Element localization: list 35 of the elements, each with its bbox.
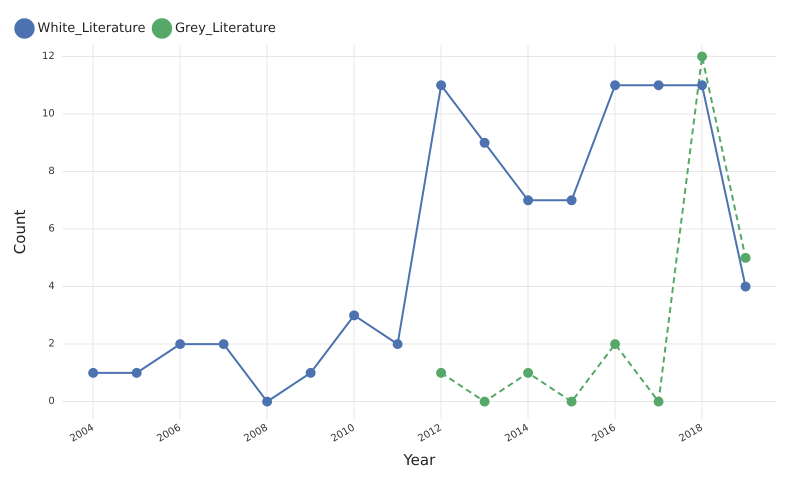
point — [436, 368, 446, 378]
legend-label: Grey_Literature — [174, 20, 276, 36]
point — [610, 339, 620, 350]
point — [132, 368, 142, 378]
y-axis-title: Count — [10, 210, 29, 254]
point — [306, 368, 316, 378]
y-tick-label: 10 — [42, 108, 55, 120]
y-tick-label: 0 — [48, 396, 55, 408]
point — [523, 195, 534, 206]
point — [654, 80, 664, 90]
y-tick-label: 2 — [48, 338, 55, 350]
point — [175, 339, 186, 350]
point — [349, 310, 360, 320]
point — [654, 396, 664, 407]
point — [262, 396, 272, 407]
y-tick-label: 8 — [48, 166, 55, 178]
point — [566, 195, 577, 206]
point — [392, 339, 403, 350]
x-axis-title: Year — [402, 450, 436, 469]
y-tick-label: 6 — [48, 224, 55, 235]
point — [566, 396, 577, 407]
y-tick-label: 12 — [42, 51, 55, 62]
point — [88, 368, 98, 378]
y-tick-label: 4 — [48, 281, 55, 292]
point — [218, 339, 229, 350]
point — [436, 80, 446, 90]
point — [480, 396, 490, 407]
point — [697, 80, 708, 90]
legend-label: White_Literature — [38, 20, 146, 36]
point — [523, 368, 534, 378]
point — [740, 252, 751, 263]
point — [480, 138, 490, 148]
point — [697, 52, 708, 62]
point — [610, 80, 620, 90]
point — [740, 282, 751, 292]
